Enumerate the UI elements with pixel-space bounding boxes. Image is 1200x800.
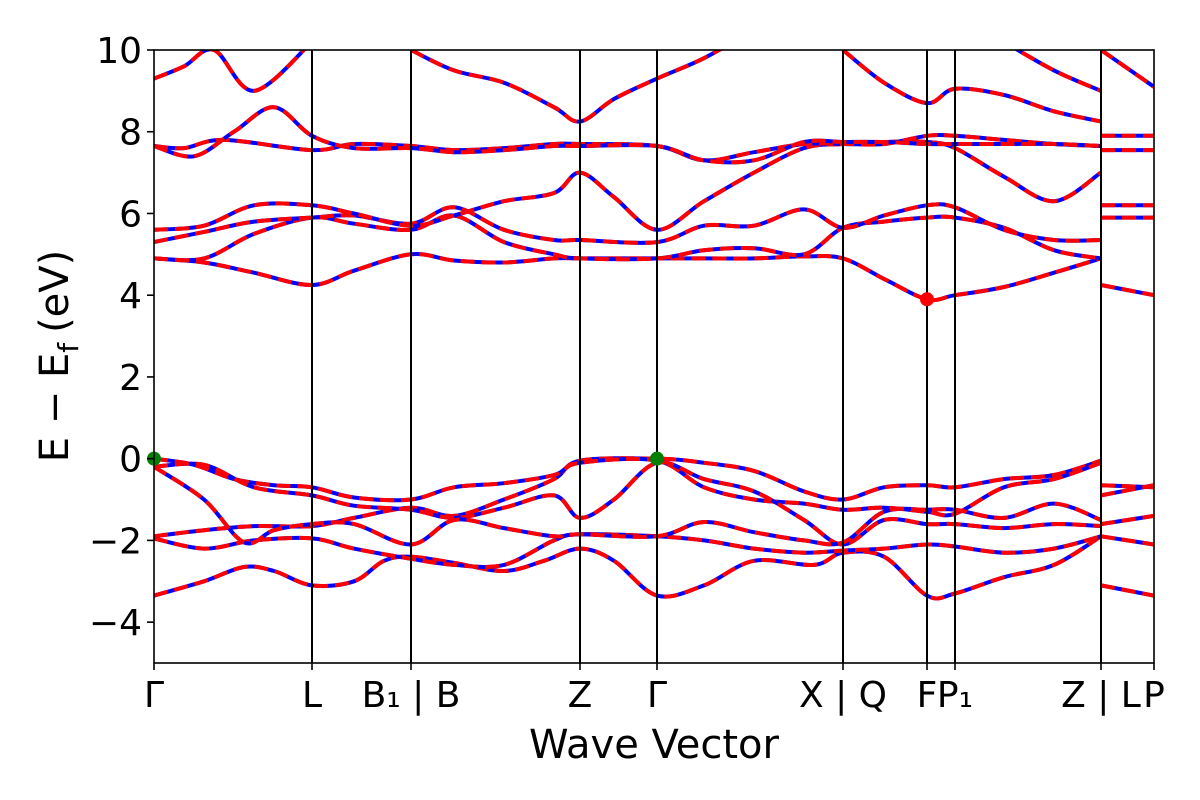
x-tick-label: F [917, 675, 938, 716]
band-line-lp3-red [1100, 534, 1154, 547]
band-line-c2-red [154, 213, 1102, 263]
x-tick-label: B₁ | B [362, 675, 461, 716]
x-tick-label: P [1143, 675, 1165, 716]
band-line-lp5-red [1100, 483, 1154, 498]
x-tick-label: Z [568, 675, 593, 716]
band-line-v4-red [154, 456, 1102, 518]
marker-vbm [650, 451, 664, 466]
x-tick-label: L [302, 675, 322, 716]
k-point-lines [311, 50, 1102, 663]
y-tick-label: −4 [89, 603, 142, 644]
band-line-c8-red [410, 50, 724, 124]
y-tick-label: 10 [96, 31, 142, 72]
y-tick-label: 4 [119, 276, 142, 317]
x-tick-label: Γ [647, 675, 667, 716]
band-line-v5-blue [154, 460, 1102, 547]
y-axis-title-subscript: f [52, 342, 85, 353]
band-line-lp2-red [1100, 513, 1154, 527]
band-line-c6-red [154, 105, 1102, 165]
band-line-lp6-red [1100, 283, 1154, 298]
y-axis-title-main: E − E [32, 353, 78, 463]
markers-layer [147, 292, 934, 466]
marker-cbm [920, 292, 934, 307]
x-tick-label: X | Q [799, 675, 887, 716]
band-line-lp11-red [1099, 50, 1154, 89]
band-line-v5-red [154, 460, 1102, 547]
y-tick-label: −2 [89, 521, 142, 562]
plot-frame [153, 49, 1155, 664]
y-axis-ticks: −4 −2 0 2 4 6 8 10 [89, 31, 154, 644]
band-line-v6-blue [154, 465, 1102, 547]
band-line-v2-blue [154, 532, 1102, 569]
band-line-c5-blue [154, 133, 1102, 163]
band-line-c8-blue [410, 50, 724, 124]
band-line-c10-red [1013, 50, 1102, 93]
band-line-lp1-red [1100, 583, 1154, 598]
x-tick-label: Γ [144, 675, 164, 716]
y-tick-label: 6 [119, 194, 142, 235]
band-line-v1-red [154, 534, 1103, 601]
y-tick-label: 8 [119, 113, 142, 154]
y-tick-label: 2 [119, 358, 142, 399]
y-axis-title-unit: (eV) [32, 250, 78, 333]
x-tick-label: Z | L [1061, 675, 1141, 716]
y-axis-title: E − Ef (eV) [32, 250, 85, 463]
bands-layer [154, 50, 1154, 601]
band-line-c9-red [841, 50, 1102, 124]
x-axis-title: Wave Vector [529, 722, 780, 768]
band-line-v6-red [154, 465, 1102, 547]
x-tick-label: P₁ [937, 675, 973, 716]
y-tick-label: 0 [119, 440, 142, 481]
band-line-c9-blue [841, 50, 1102, 124]
band-line-c7-red [154, 50, 307, 93]
